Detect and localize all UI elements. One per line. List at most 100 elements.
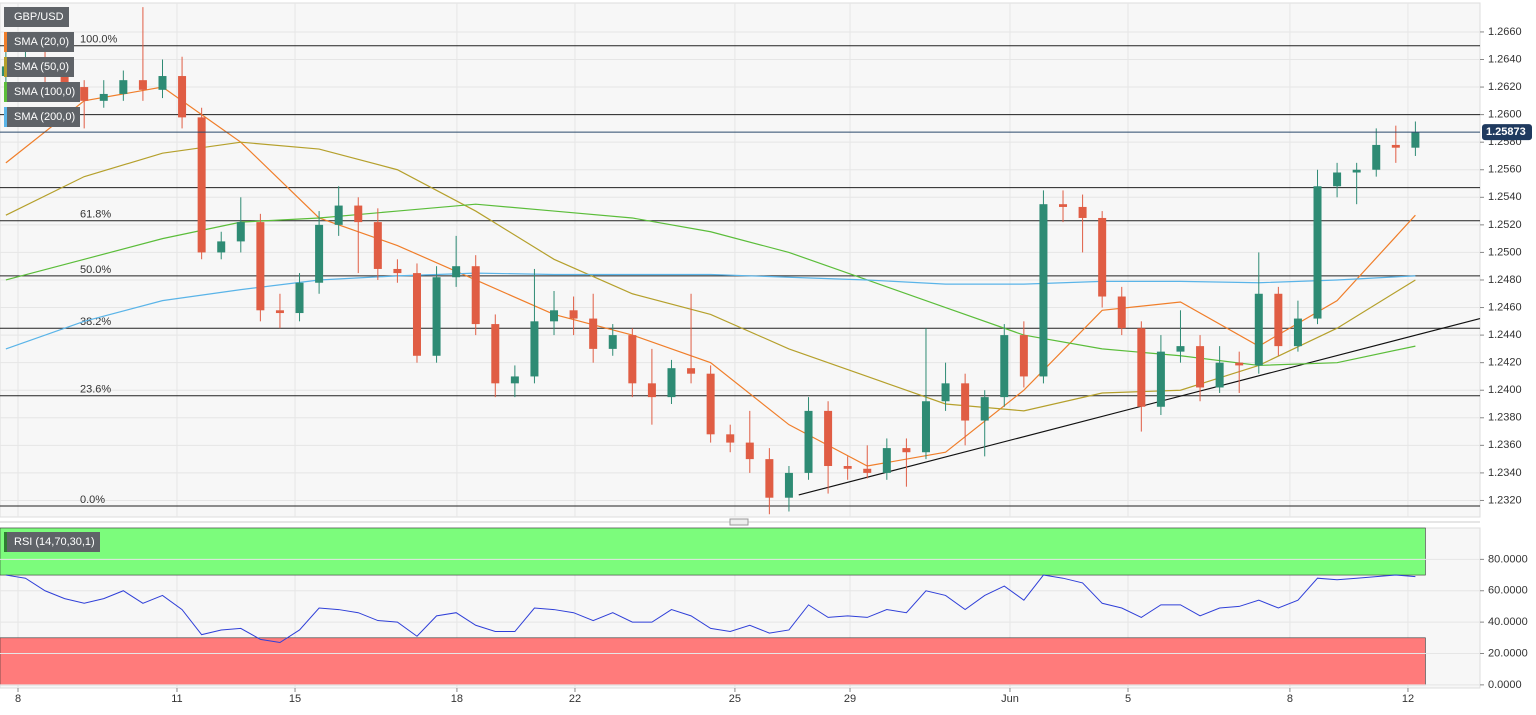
candle-body xyxy=(1333,172,1342,187)
candle-body xyxy=(197,117,206,253)
candle-body xyxy=(295,282,304,314)
candle-body xyxy=(60,73,69,88)
candle-body xyxy=(80,87,89,101)
legend-entry[interactable]: SMA (50,0) xyxy=(4,57,75,77)
candle-body xyxy=(765,459,774,498)
x-tick-label: 15 xyxy=(289,693,301,705)
x-tick-label: 11 xyxy=(171,693,182,705)
resize-handle[interactable] xyxy=(729,518,749,526)
level-label: 38.2% xyxy=(80,316,111,328)
y-tick-label: 1.2340 xyxy=(1488,467,1522,479)
candle-body xyxy=(1176,346,1185,352)
last-price-box xyxy=(1482,124,1532,141)
level-label: 100.0% xyxy=(80,34,118,46)
candle-body xyxy=(980,397,989,421)
candle-body xyxy=(941,383,950,402)
candle-body xyxy=(882,448,891,473)
candle-body xyxy=(1078,206,1087,218)
candle-body xyxy=(569,310,578,319)
candle-body xyxy=(1352,169,1361,173)
candle-body xyxy=(667,368,676,398)
candle-body xyxy=(138,80,147,90)
candle-body xyxy=(373,222,382,269)
candle-body xyxy=(1156,351,1165,407)
candle-body xyxy=(354,205,363,223)
y-tick-label: 1.2420 xyxy=(1488,357,1522,369)
candle-body xyxy=(1235,362,1244,366)
candle-body xyxy=(1019,335,1028,377)
x-tick-label: 29 xyxy=(844,693,856,705)
candle-body xyxy=(1372,144,1381,170)
candle-body xyxy=(1117,296,1126,329)
x-tick-label: 22 xyxy=(569,693,581,705)
y-tick-label: 1.2600 xyxy=(1488,109,1522,121)
candle-body xyxy=(452,266,461,278)
candle-body xyxy=(726,434,735,443)
x-tick-label: 8 xyxy=(15,693,21,705)
y-tick-label: 1.2620 xyxy=(1488,81,1522,93)
candle-body xyxy=(1000,335,1009,398)
candle-body xyxy=(1411,132,1420,148)
candle-body xyxy=(275,310,284,314)
sma-line xyxy=(5,272,1416,350)
candle-body xyxy=(432,277,441,356)
candle-body xyxy=(1391,144,1400,148)
legend-entry[interactable]: GBP/USD xyxy=(4,7,69,27)
candle-body xyxy=(119,80,128,94)
y-tick-label: 1.2520 xyxy=(1488,219,1522,231)
x-tick-label: 25 xyxy=(729,693,741,705)
y-tick-label: 1.2380 xyxy=(1488,412,1522,424)
candle-body xyxy=(902,448,911,453)
y-tick-label: 20.0000 xyxy=(1488,647,1528,659)
candle-body xyxy=(687,368,696,374)
y-tick-label: 1.2400 xyxy=(1488,384,1522,396)
candle-body xyxy=(961,383,970,421)
x-tick-label: Jun xyxy=(1001,693,1019,705)
candle-body xyxy=(1313,186,1322,319)
rsi-line xyxy=(5,574,1416,644)
candle-body xyxy=(412,273,421,356)
y-tick-label: 1.2440 xyxy=(1488,329,1522,341)
candle-body xyxy=(824,410,833,467)
last-price-label: 1.25873 xyxy=(1486,126,1526,138)
legend-entry[interactable]: SMA (20,0) xyxy=(4,32,75,52)
y-tick-label: 1.2500 xyxy=(1488,246,1522,258)
candle-body xyxy=(1274,293,1283,347)
candle-body xyxy=(706,373,715,435)
candle-body xyxy=(393,268,402,274)
candle-body xyxy=(491,324,500,384)
x-tick-label: 18 xyxy=(451,693,463,705)
y-tick-label: 1.2360 xyxy=(1488,439,1522,451)
y-tick-label: 0.0000 xyxy=(1488,679,1522,691)
x-tick-label: 5 xyxy=(1125,693,1131,705)
sma-line xyxy=(5,141,1416,412)
legend-entry[interactable]: RSI (14,70,30,1) xyxy=(4,532,100,552)
y-tick-label: 40.0000 xyxy=(1488,616,1528,628)
level-label: 23.6% xyxy=(80,384,111,396)
candle-body xyxy=(1039,204,1048,377)
candle-body xyxy=(1098,217,1107,297)
candle-body xyxy=(550,310,559,322)
candle-body xyxy=(628,335,637,384)
candle-body xyxy=(1293,318,1302,347)
candle-body xyxy=(921,401,930,453)
candle-body xyxy=(510,376,519,384)
candle-body xyxy=(178,76,187,118)
legend: RSI (14,70,30,1) xyxy=(4,532,100,552)
y-tick-label: 80.0000 xyxy=(1488,553,1528,565)
y-tick-label: 1.2660 xyxy=(1488,26,1522,38)
candle-body xyxy=(1059,204,1068,207)
x-tick-label: 8 xyxy=(1287,693,1293,705)
candle-body xyxy=(608,335,617,349)
legend-entry[interactable]: SMA (200,0) xyxy=(4,107,81,127)
y-tick-label: 1.2480 xyxy=(1488,274,1522,286)
candle-body xyxy=(99,93,108,101)
candle-body xyxy=(217,241,226,253)
candle-body xyxy=(589,318,598,349)
legend-entry[interactable]: SMA (100,0) xyxy=(4,82,81,102)
x-tick-label: 12 xyxy=(1402,693,1414,705)
y-tick-label: 1.2540 xyxy=(1488,191,1522,203)
candle-body xyxy=(745,442,754,460)
rsi-zone xyxy=(0,637,1426,686)
